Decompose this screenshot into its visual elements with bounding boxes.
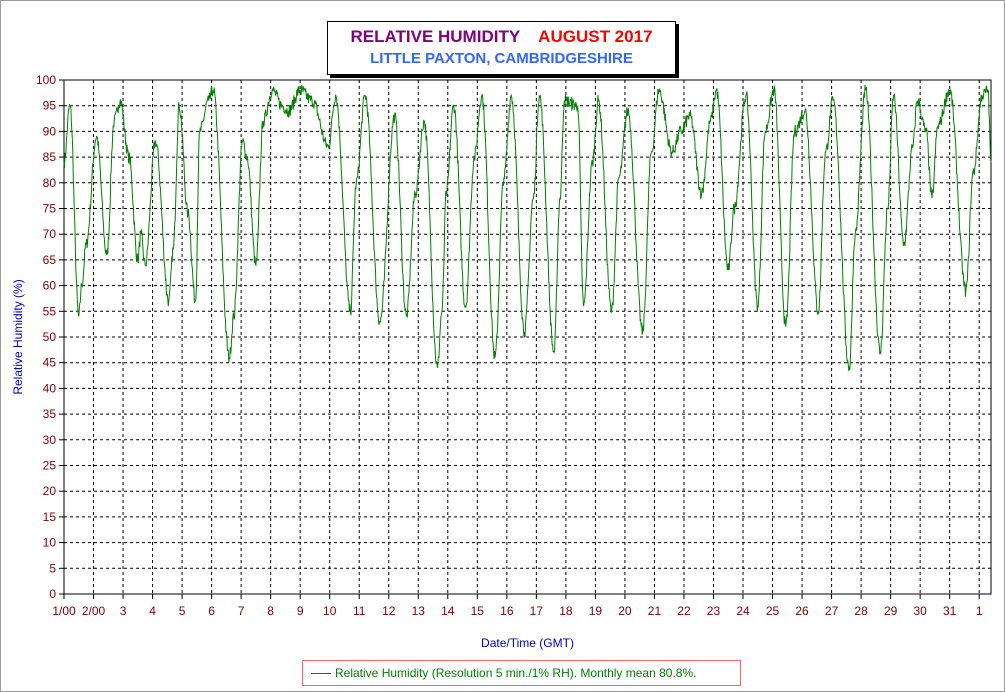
x-tick-label: 1: [976, 604, 983, 618]
x-tick-labels: 1/00 2/00 3 4 5 6 7 8 9 10 11 12 13 14 15 16 17 18 19 20 21 2…: [52, 604, 983, 618]
x-tick-label: 22: [677, 604, 691, 618]
y-tick-label: 100: [36, 73, 56, 87]
x-tick-label: 10: [323, 604, 337, 618]
legend-entry: Relative Humidity (Resolution 5 min./1% …: [335, 666, 697, 680]
x-tick-label: 25: [766, 604, 780, 618]
y-tick-label: 10: [43, 536, 57, 550]
x-tick-label: 24: [736, 604, 750, 618]
x-tick-label: 18: [559, 604, 573, 618]
y-tick-label: 50: [43, 330, 57, 344]
y-tick-label: 30: [43, 433, 57, 447]
y-tick-label: 15: [43, 510, 57, 524]
y-tick-label: 90: [43, 124, 57, 138]
x-tick-label: 16: [500, 604, 514, 618]
y-tick-label: 0: [49, 587, 56, 601]
y-tick-label: 5: [49, 561, 56, 575]
y-tick-label: 75: [43, 202, 57, 216]
x-tick-label: 14: [441, 604, 455, 618]
y-tick-label: 80: [43, 176, 57, 190]
y-tick-label: 25: [43, 459, 57, 473]
chart-subtitle: LITTLE PAXTON, CAMBRIDGESHIRE: [370, 50, 633, 67]
chart-title: RELATIVE HUMIDITY: [350, 27, 521, 46]
y-axis-label: Relative Humidity (%): [11, 279, 25, 394]
y-tick-label: 70: [43, 227, 57, 241]
x-axis-label: Date/Time (GMT): [481, 636, 574, 650]
x-tick-label: 17: [530, 604, 544, 618]
chart-title-period: AUGUST 2017: [538, 27, 653, 46]
y-tick-label: 85: [43, 150, 57, 164]
y-tick-label: 40: [43, 381, 57, 395]
y-tick-label: 65: [43, 253, 57, 267]
x-tick-label: 29: [884, 604, 898, 618]
y-tick-labels: 0 5 10 15 20 25 30 35 40 45 50 55 60 65 70 75 80 85 90 95 10…: [36, 73, 56, 601]
grid-lines: [64, 80, 991, 594]
x-tick-label: 11: [353, 604, 366, 618]
legend: Relative Humidity (Resolution 5 min./1% …: [302, 660, 741, 686]
x-tick-label: 31: [943, 604, 957, 618]
x-tick-label: 13: [412, 604, 426, 618]
x-tick-label: 28: [854, 604, 868, 618]
legend-swatch: [311, 673, 331, 675]
y-tick-label: 45: [43, 356, 57, 370]
y-tick-label: 20: [43, 484, 57, 498]
y-tick-label: 60: [43, 279, 57, 293]
y-tick-label: 55: [43, 304, 57, 318]
x-tick-label: 4: [149, 604, 156, 618]
y-tick-label: 95: [43, 99, 57, 113]
x-tick-label: 27: [825, 604, 839, 618]
x-tick-label: 7: [238, 604, 245, 618]
x-tick-label: 21: [648, 604, 662, 618]
title-line: RELATIVE HUMIDITY AUGUST 2017: [328, 27, 675, 47]
x-tick-label: 1/00: [52, 604, 76, 618]
x-tick-label: 9: [297, 604, 304, 618]
x-tick-label: 26: [795, 604, 809, 618]
chart-title-box: RELATIVE HUMIDITY AUGUST 2017 LITTLE PAXT…: [327, 21, 676, 75]
x-tick-label: 6: [208, 604, 215, 618]
x-tick-label: 3: [120, 604, 127, 618]
x-tick-label: 19: [589, 604, 603, 618]
tick-marks: [59, 79, 980, 599]
x-tick-label: 8: [267, 604, 274, 618]
series-line-relative-humidity: [63, 84, 992, 372]
x-tick-label: 30: [913, 604, 927, 618]
x-tick-label: 12: [382, 604, 396, 618]
y-tick-label: 35: [43, 407, 57, 421]
x-tick-label: 15: [471, 604, 485, 618]
x-tick-label: 23: [707, 604, 721, 618]
x-tick-label: 2/00: [82, 604, 106, 618]
x-tick-label: 20: [618, 604, 632, 618]
x-tick-label: 5: [179, 604, 186, 618]
